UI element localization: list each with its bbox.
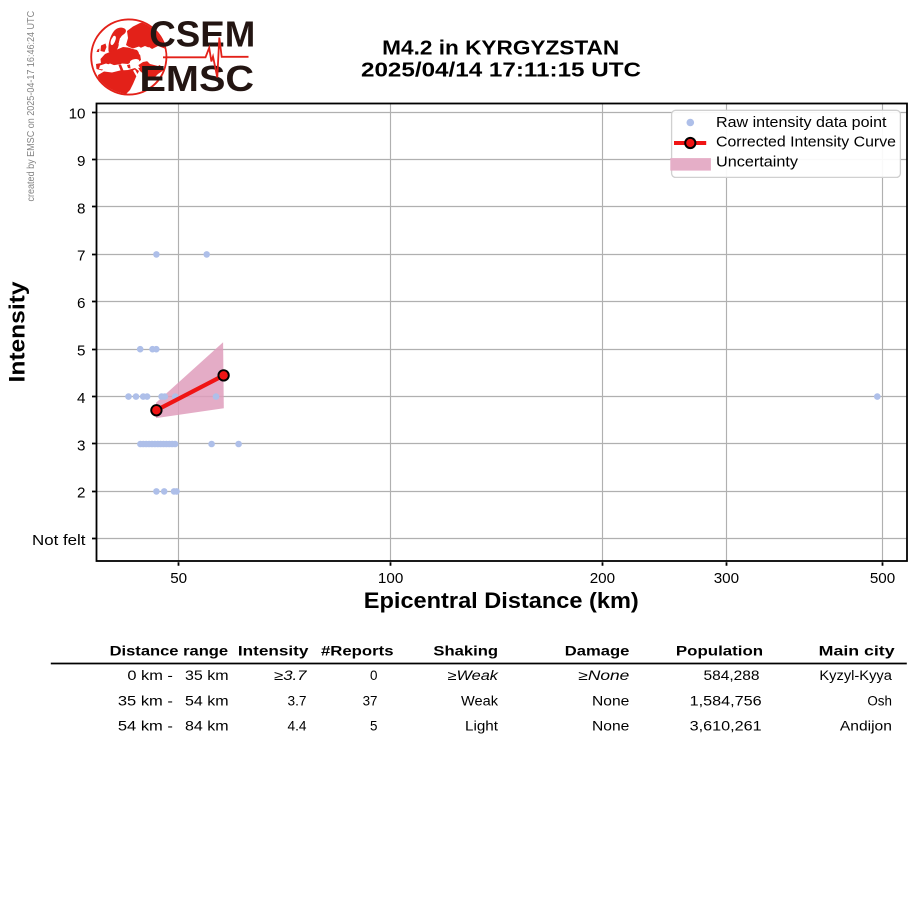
svg-text:500: 500 (870, 570, 895, 587)
svg-text:Shaking: Shaking (433, 644, 498, 659)
svg-text:Main city: Main city (819, 644, 896, 659)
svg-text:10: 10 (69, 106, 86, 123)
svg-text:≥3.7: ≥3.7 (274, 668, 307, 683)
svg-text:3: 3 (77, 437, 85, 454)
svg-text:84 km: 84 km (185, 719, 229, 734)
svg-text:0 km -: 0 km - (127, 668, 173, 683)
svg-text:100: 100 (378, 570, 403, 587)
svg-text:300: 300 (714, 570, 739, 587)
svg-text:37: 37 (363, 693, 378, 708)
svg-text:#Reports: #Reports (321, 644, 394, 659)
svg-text:2: 2 (77, 485, 85, 502)
svg-text:5: 5 (370, 719, 377, 734)
svg-text:CSEM: CSEM (149, 13, 255, 54)
svg-text:Not felt: Not felt (32, 532, 86, 549)
svg-text:5: 5 (77, 343, 85, 360)
svg-text:200: 200 (590, 570, 615, 587)
svg-text:7: 7 (77, 248, 85, 265)
svg-text:50: 50 (170, 570, 187, 587)
svg-text:≥Weak: ≥Weak (448, 668, 500, 683)
svg-text:4: 4 (77, 390, 85, 407)
svg-text:35 km -: 35 km - (118, 693, 173, 708)
svg-text:6: 6 (77, 295, 85, 312)
svg-text:54 km -: 54 km - (118, 719, 173, 734)
svg-text:3,610,261: 3,610,261 (690, 719, 762, 734)
svg-text:35 km: 35 km (185, 668, 229, 683)
svg-text:Intensity: Intensity (5, 282, 30, 383)
svg-text:9: 9 (77, 153, 85, 170)
svg-text:Weak: Weak (461, 693, 498, 708)
svg-text:Raw intensity data point: Raw intensity data point (716, 115, 887, 131)
svg-text:Intensity: Intensity (238, 644, 309, 659)
svg-text:Uncertainty: Uncertainty (716, 155, 799, 171)
svg-text:Distance range: Distance range (110, 644, 229, 659)
svg-text:4.4: 4.4 (288, 719, 308, 734)
svg-text:Kyzyl-Kyya: Kyzyl-Kyya (819, 668, 892, 683)
svg-text:None: None (592, 693, 629, 708)
svg-text:Damage: Damage (565, 644, 630, 659)
svg-text:584,288: 584,288 (704, 668, 760, 683)
svg-text:0: 0 (370, 668, 377, 683)
svg-text:None: None (592, 719, 629, 734)
svg-text:Corrected Intensity Curve: Corrected Intensity Curve (716, 135, 896, 151)
svg-text:Light: Light (465, 719, 498, 734)
svg-text:created by EMSC on 2025-04-17: created by EMSC on 2025-04-17 16:46:24 U… (26, 11, 37, 202)
svg-text:3.7: 3.7 (288, 693, 307, 708)
svg-text:Osh: Osh (867, 693, 892, 708)
svg-text:54 km: 54 km (185, 693, 229, 708)
svg-text:2025/04/14 17:11:15 UTC: 2025/04/14 17:11:15 UTC (361, 59, 641, 81)
svg-text:Population: Population (676, 644, 763, 659)
svg-text:1,584,756: 1,584,756 (690, 693, 762, 708)
svg-text:8: 8 (77, 200, 85, 217)
svg-text:Andijon: Andijon (840, 719, 892, 734)
svg-text:≥None: ≥None (578, 668, 629, 683)
svg-text:Epicentral Distance (km): Epicentral Distance (km) (364, 588, 639, 613)
svg-text:M4.2 in KYRGYZSTAN: M4.2 in KYRGYZSTAN (382, 37, 619, 59)
svg-text:EMSC: EMSC (140, 58, 255, 99)
